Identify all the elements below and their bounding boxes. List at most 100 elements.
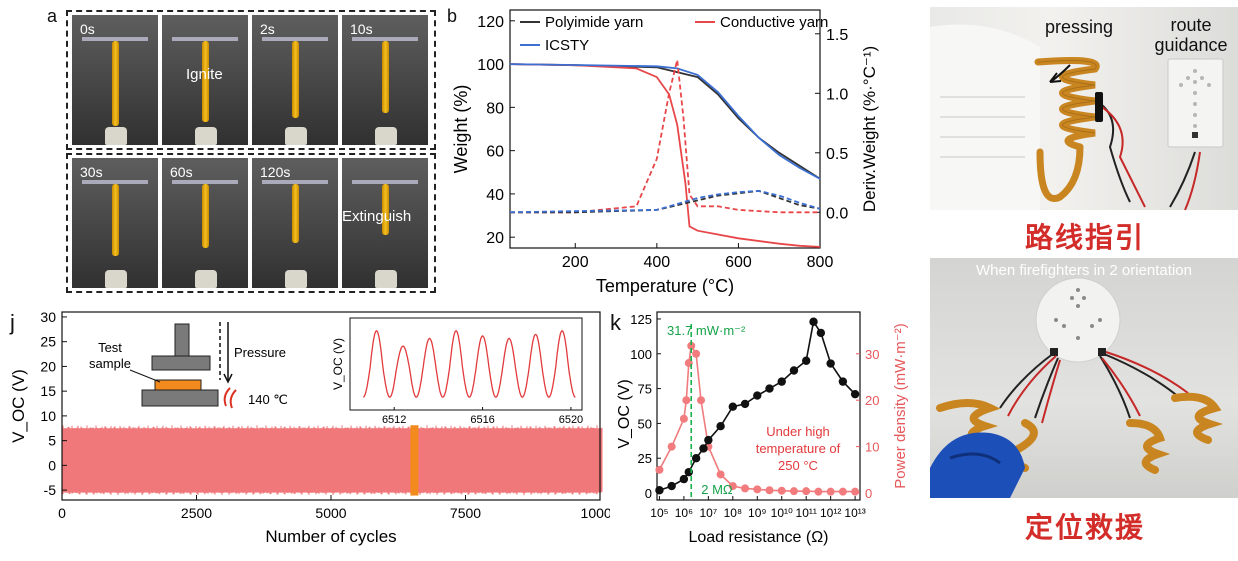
- power-density-point: [814, 487, 823, 496]
- x-tick-label: 10¹¹: [796, 506, 817, 520]
- y-tick-label-right: 1.0: [826, 86, 848, 103]
- yarn: [202, 41, 209, 122]
- heat-icon: [223, 387, 237, 409]
- x-tick-label: 10⁹: [748, 506, 767, 520]
- power-density-point: [679, 414, 688, 423]
- x-tick-label: 10⁵: [650, 506, 668, 520]
- pressing-label: pressing: [1045, 17, 1114, 37]
- y-tick-label: -5: [44, 482, 57, 498]
- frame-time-label: 60s: [170, 164, 193, 180]
- voc-point: [655, 486, 664, 495]
- x-axis-label: Temperature (°C): [596, 276, 734, 296]
- legend-entry: Polyimide yarn: [545, 14, 643, 31]
- y-tick-label-left: 20: [486, 230, 504, 247]
- condition-annotation: temperature of: [756, 441, 841, 456]
- voc-point: [850, 389, 860, 399]
- series-line-conductive-yarn-right: [510, 59, 820, 214]
- power-density-point: [789, 487, 798, 496]
- x-tick-label: 800: [807, 254, 834, 271]
- power-density-point: [682, 396, 691, 405]
- yarn: [112, 184, 119, 256]
- rescue-caption: 定位救援: [1025, 511, 1146, 544]
- y-tick-label-right: 30: [865, 347, 879, 362]
- voc-point: [816, 328, 826, 338]
- x-tick-label: 10000: [581, 505, 610, 521]
- frame-time-label: 0s: [80, 21, 95, 37]
- voc-point: [679, 474, 689, 484]
- frames-top-frame: [72, 15, 158, 145]
- power-density-point: [765, 486, 774, 495]
- frames-bottom-frame: [72, 158, 158, 288]
- panel-b-letter: b: [447, 6, 458, 26]
- power-density-point: [777, 486, 786, 495]
- legend-entry: Conductive yarn: [720, 14, 828, 31]
- condition-annotation: 250 °C: [778, 458, 818, 473]
- y-tick-label: 15: [40, 383, 56, 399]
- upper-block: [174, 323, 190, 357]
- frames-bottom-frame: [342, 158, 428, 288]
- x-tick-label: 2500: [181, 505, 212, 521]
- y-tick-label-left: 75: [638, 382, 652, 397]
- power-density-point: [826, 487, 835, 496]
- voc-point: [740, 399, 750, 409]
- series-line-conductive-yarn-left: [509, 63, 821, 248]
- yarn: [292, 41, 299, 118]
- clamp: [172, 37, 238, 41]
- rescue-header: When firefighters in 2 orientation: [976, 262, 1192, 279]
- y-tick-label: 20: [40, 358, 56, 374]
- voc-point: [667, 481, 676, 491]
- x-tick-label: 0: [58, 505, 66, 521]
- clamp: [262, 37, 328, 41]
- yarn: [382, 41, 389, 113]
- x-tick-label: 400: [643, 254, 670, 271]
- power-density-point: [716, 470, 725, 479]
- extinguish-label: Extinguish: [342, 208, 412, 225]
- y-axis-label-left: Weight (%): [451, 85, 471, 174]
- series-line-polyimide-yarn-left: [509, 63, 821, 180]
- burner-base: [285, 270, 307, 288]
- y-tick-label-right: 20: [865, 393, 879, 408]
- y-tick-label-left: 25: [638, 451, 652, 466]
- y-axis-label-left: V_OC (V): [616, 379, 633, 448]
- clamp: [172, 180, 238, 184]
- x-tick-label: 10⁷: [700, 506, 718, 520]
- test-sample: [154, 379, 202, 391]
- inset-x-tick-label: 6520: [559, 414, 583, 426]
- clamp: [352, 180, 418, 184]
- voc-point: [753, 391, 762, 400]
- frame-time-label: 10s: [350, 21, 373, 37]
- x-axis-label: Number of cycles: [265, 527, 396, 546]
- voc-point: [801, 356, 811, 365]
- panel-k-letter: k: [610, 310, 621, 335]
- y-tick-label-right: 0.0: [826, 205, 848, 222]
- yarn: [112, 41, 119, 126]
- frames-bottom-frame: [162, 158, 248, 288]
- voc-point: [699, 444, 708, 453]
- burner-base: [195, 127, 217, 145]
- y-tick-label: 10: [40, 408, 56, 424]
- voc-point: [838, 377, 848, 386]
- power-density-point: [838, 487, 847, 496]
- y-tick-label-left: 80: [486, 100, 504, 117]
- resistance-annotation: 2 MΩ: [701, 482, 733, 497]
- voc-point: [728, 402, 738, 411]
- y-tick-label-left: 120: [477, 14, 504, 31]
- voc-point: [765, 384, 774, 393]
- voc-point: [809, 317, 818, 326]
- x-tick-label: 600: [725, 254, 752, 271]
- clamp: [82, 180, 148, 184]
- pointer-line: [129, 369, 161, 383]
- load-resistance-chart: 10⁵ 10⁶ 10⁷ 10⁸ 10⁹ 10¹⁰ 10¹¹ 10¹² 10¹³025507510…: [616, 311, 909, 546]
- x-tick-label: 10¹⁰: [771, 506, 793, 520]
- y-tick-label: 30: [40, 309, 56, 325]
- yarn: [202, 184, 209, 248]
- y-tick-label: 5: [48, 433, 56, 449]
- inset-x-tick-label: 6516: [470, 414, 494, 426]
- power-density-point: [692, 349, 701, 358]
- voc-point: [789, 366, 799, 375]
- burner-base: [195, 270, 217, 288]
- y-tick-label-left: 50: [638, 416, 652, 431]
- y-axis-label-right: Power density (mW·m⁻²): [892, 323, 909, 488]
